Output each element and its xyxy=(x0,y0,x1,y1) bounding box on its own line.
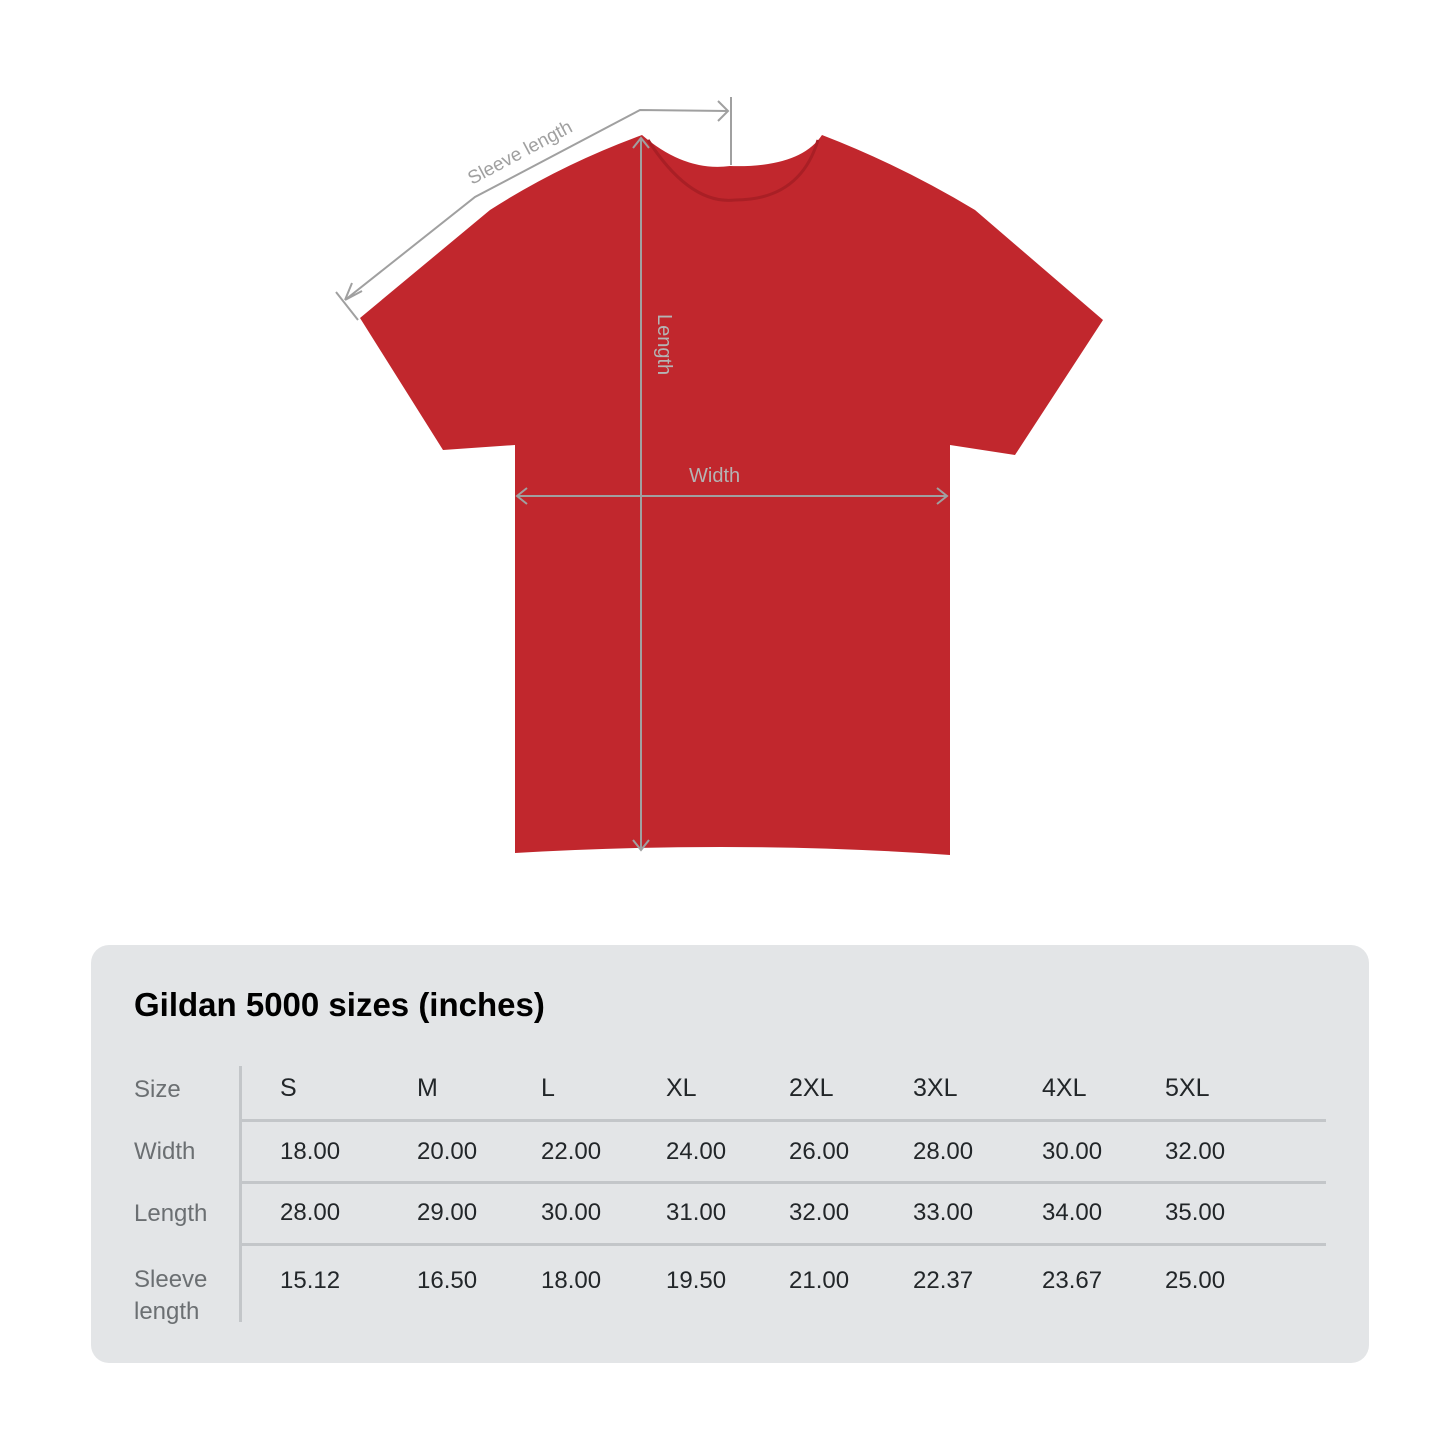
length-cell: 29.00 xyxy=(417,1199,478,1226)
length-cell: 30.00 xyxy=(541,1199,602,1226)
length-cell: 32.00 xyxy=(789,1199,850,1226)
width-cell: 24.00 xyxy=(666,1138,727,1165)
size-chart-title: Gildan 5000 sizes (inches) xyxy=(134,986,545,1023)
width-measure-line xyxy=(515,487,949,505)
size-header: L xyxy=(541,1074,555,1102)
width-cell: 32.00 xyxy=(1165,1138,1226,1165)
width-label: Width xyxy=(689,465,740,487)
length-cell: 28.00 xyxy=(280,1199,341,1226)
length-measure-line xyxy=(632,136,650,852)
width-cell: 30.00 xyxy=(1042,1138,1103,1165)
size-header: 4XL xyxy=(1042,1074,1087,1102)
sleeve-length-cell: 22.37 xyxy=(913,1267,974,1294)
sleeve-length-cell: 19.50 xyxy=(666,1267,727,1294)
length-label: Length xyxy=(653,314,675,375)
measure-lines xyxy=(335,97,949,852)
row-divider xyxy=(242,1243,1326,1246)
sleeve-length-cell: 21.00 xyxy=(789,1267,850,1294)
tshirt-diagram: Sleeve length Length Width xyxy=(335,97,1103,855)
length-cell: 33.00 xyxy=(913,1199,974,1226)
sleeve-length-cell: 25.00 xyxy=(1165,1267,1226,1294)
sleeve-length-cell: 15.12 xyxy=(280,1267,341,1294)
row-label-length: Length xyxy=(134,1200,208,1227)
width-cell: 20.00 xyxy=(417,1138,478,1165)
sleeve-length-cell: 16.50 xyxy=(417,1267,478,1294)
length-cell: 34.00 xyxy=(1042,1199,1103,1226)
sleeve-length-cell: 23.67 xyxy=(1042,1267,1103,1294)
width-cell: 26.00 xyxy=(789,1138,850,1165)
size-header: S xyxy=(280,1074,297,1102)
width-cell: 18.00 xyxy=(280,1138,341,1165)
sleeve-length-cell: 18.00 xyxy=(541,1267,602,1294)
row-divider xyxy=(242,1119,1326,1122)
size-header: 5XL xyxy=(1165,1074,1210,1102)
length-cell: 31.00 xyxy=(666,1199,727,1226)
length-cell: 35.00 xyxy=(1165,1199,1226,1226)
size-header: M xyxy=(417,1074,438,1102)
row-divider xyxy=(242,1181,1326,1184)
size-header: 3XL xyxy=(913,1074,958,1102)
sleeve-measure-line xyxy=(335,97,732,321)
size-header: 2XL xyxy=(789,1074,834,1102)
row-label-size: Size xyxy=(134,1076,181,1103)
width-cell: 22.00 xyxy=(541,1138,602,1165)
row-label-width: Width xyxy=(134,1138,196,1165)
column-divider xyxy=(239,1066,242,1322)
width-cell: 28.00 xyxy=(913,1138,974,1165)
collar-shadow xyxy=(646,139,820,202)
row-label-sleeve-length: Sleeve length xyxy=(134,1266,208,1325)
size-chart-panel xyxy=(91,945,1369,1363)
size-header: XL xyxy=(666,1074,697,1102)
